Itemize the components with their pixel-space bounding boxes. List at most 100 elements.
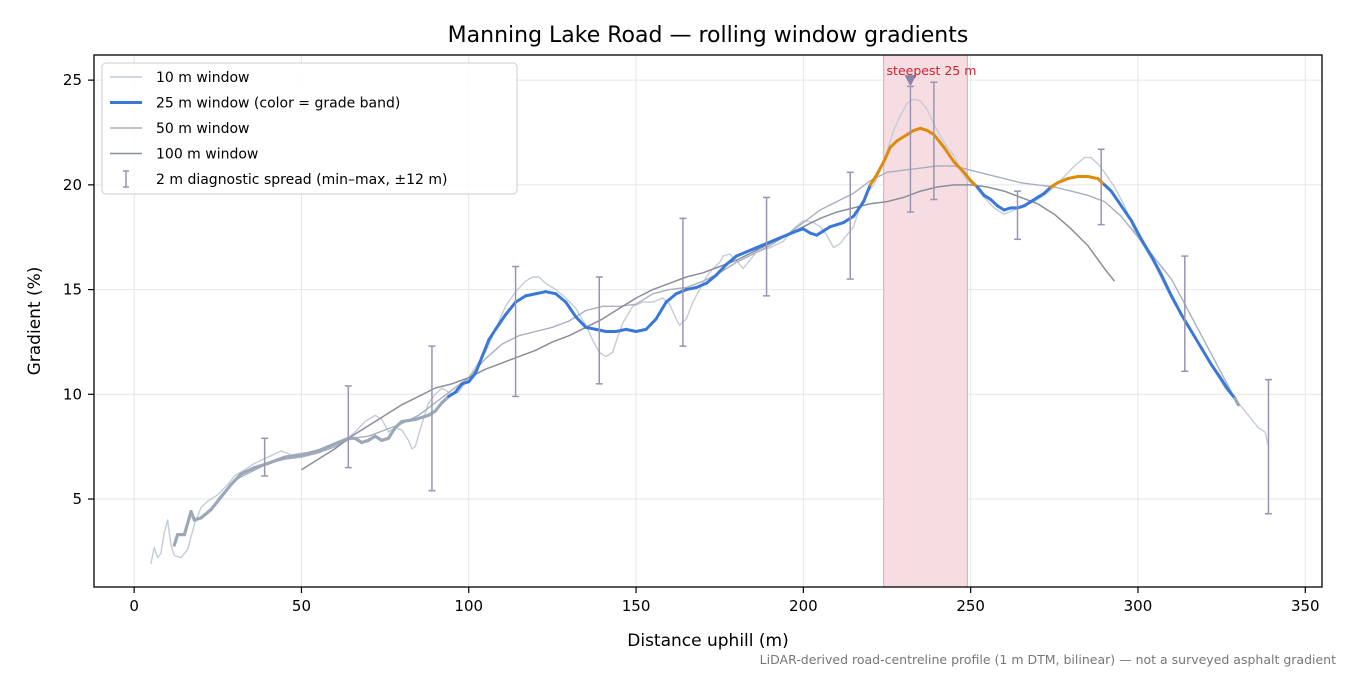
series-25m-segment	[473, 355, 484, 375]
series-25m-segment	[744, 246, 759, 254]
series-25m-segment	[413, 413, 431, 422]
series-25m-segment	[775, 233, 789, 241]
series-25m-segment	[1042, 185, 1053, 195]
series-25m-segment	[1159, 273, 1173, 298]
legend-label: 25 m window (color = grade band)	[156, 96, 400, 112]
series-25m-segment	[239, 466, 257, 476]
series-25m-segment	[634, 327, 648, 333]
legend-label: 10 m window	[156, 70, 249, 86]
series-25m-segment	[514, 294, 528, 304]
series-25m-segment	[684, 285, 698, 292]
x-tick-label: 200	[789, 597, 818, 615]
x-tick-label: 100	[454, 597, 483, 615]
series-25m-segment	[875, 160, 886, 176]
series-25m-segment	[584, 325, 598, 331]
series-25m-segment	[888, 139, 899, 149]
series-25m-segment	[209, 495, 223, 512]
y-tick-label: 10	[63, 385, 82, 403]
steepest-marker	[904, 75, 917, 87]
series-layer	[150, 98, 1270, 565]
y-axis-ticks: 5 10 15 20 25	[63, 71, 94, 508]
series-25m-segment	[400, 417, 417, 424]
x-tick-label: 350	[1291, 597, 1320, 615]
steepest-highlight	[883, 54, 968, 588]
series-25m-segment	[862, 183, 872, 204]
series-25m-segment	[664, 292, 678, 304]
series-25m-segment	[594, 327, 608, 333]
series-25m-segment	[480, 338, 491, 359]
y-axis-label: Gradient (%)	[25, 267, 45, 376]
series-25m-segment	[199, 507, 213, 520]
series-25m-segment	[952, 160, 966, 174]
series-25m-segment	[1233, 396, 1240, 407]
series-25m-segment	[253, 461, 270, 470]
series-25m-segment	[962, 170, 973, 183]
series-25m-segment	[624, 327, 638, 333]
series-25m-segment	[674, 288, 688, 296]
x-tick-label: 150	[622, 597, 651, 615]
series-25m-segment	[989, 198, 999, 208]
series-25m-segment	[266, 455, 287, 466]
series-25m-segment	[1119, 204, 1133, 222]
series-25m-segment	[654, 300, 668, 321]
series-25m-segment	[724, 254, 738, 266]
series-25m-segment	[895, 133, 909, 143]
series-25m-segment	[704, 273, 718, 285]
series-25m-segment	[494, 313, 508, 331]
series-25m-segment	[433, 401, 444, 413]
errorbar-layer	[261, 81, 1272, 515]
chart-title: Manning Lake Road — rolling window gradi…	[448, 23, 969, 48]
series-25m-segment	[283, 453, 304, 459]
steepest-label: steepest 25 m	[887, 63, 977, 78]
x-tick-label: 0	[129, 597, 139, 615]
footnote: LiDAR-derived road-centreline profile (1…	[760, 652, 1336, 667]
series-25m-segment	[574, 315, 588, 329]
highlight-band	[883, 54, 968, 588]
series-25m-segment	[1226, 388, 1237, 400]
x-tick-label: 50	[292, 597, 311, 615]
series-25m-segment	[1179, 313, 1194, 333]
series-25m-segment	[544, 290, 558, 296]
series-25m-segment	[1149, 254, 1163, 277]
series-25m-segment	[1086, 174, 1100, 181]
legend: 10 m window 25 m window (color = grade ba…	[101, 62, 518, 195]
series-25m-segment	[219, 482, 233, 499]
series-25m-segment	[182, 509, 193, 537]
legend-box	[101, 62, 518, 195]
series-25m-segment	[440, 394, 451, 405]
series-25m-segment	[1103, 183, 1113, 193]
series-25m-segment	[504, 300, 518, 317]
series-25m-segment	[1190, 329, 1204, 350]
series-25m-segment	[1200, 346, 1214, 367]
series-25m-segment	[1056, 177, 1070, 185]
x-tick-label: 300	[1124, 597, 1153, 615]
y-tick-label: 5	[72, 490, 82, 508]
series-25m-segment	[932, 133, 946, 149]
legend-label: 100 m window	[156, 147, 258, 163]
x-axis-label: Distance uphill (m)	[627, 631, 788, 651]
series-25m-segment	[534, 290, 548, 296]
series-25m-segment	[1220, 378, 1230, 392]
series-25m-segment	[336, 436, 350, 445]
series-25m-segment	[1066, 174, 1080, 181]
series-25m-segment	[299, 449, 320, 457]
series-25m-segment	[487, 327, 498, 342]
series-25m-segment	[1139, 237, 1153, 258]
x-tick-label: 250	[956, 597, 985, 615]
series-25m-segment	[644, 317, 658, 331]
series-25m-segment	[714, 262, 728, 277]
y-tick-label: 25	[63, 71, 82, 89]
series-25m-segment	[942, 145, 956, 164]
annotation-layer: steepest 25 m	[887, 63, 977, 87]
series-25m-segment	[882, 145, 892, 164]
legend-label: 50 m window	[156, 121, 249, 137]
series-25m-segment	[554, 292, 568, 304]
series-25m-segment	[1210, 363, 1224, 382]
series-25m-segment	[564, 300, 578, 319]
y-tick-label: 15	[63, 281, 82, 299]
series-line-100-m-window	[301, 184, 1116, 471]
series-25m-segment	[524, 292, 538, 298]
series-line-50-m-window	[217, 165, 1239, 500]
x-axis-ticks: 0 50 100 150 200 250 300 350	[129, 587, 1320, 615]
series-25m-segment	[1169, 294, 1183, 317]
